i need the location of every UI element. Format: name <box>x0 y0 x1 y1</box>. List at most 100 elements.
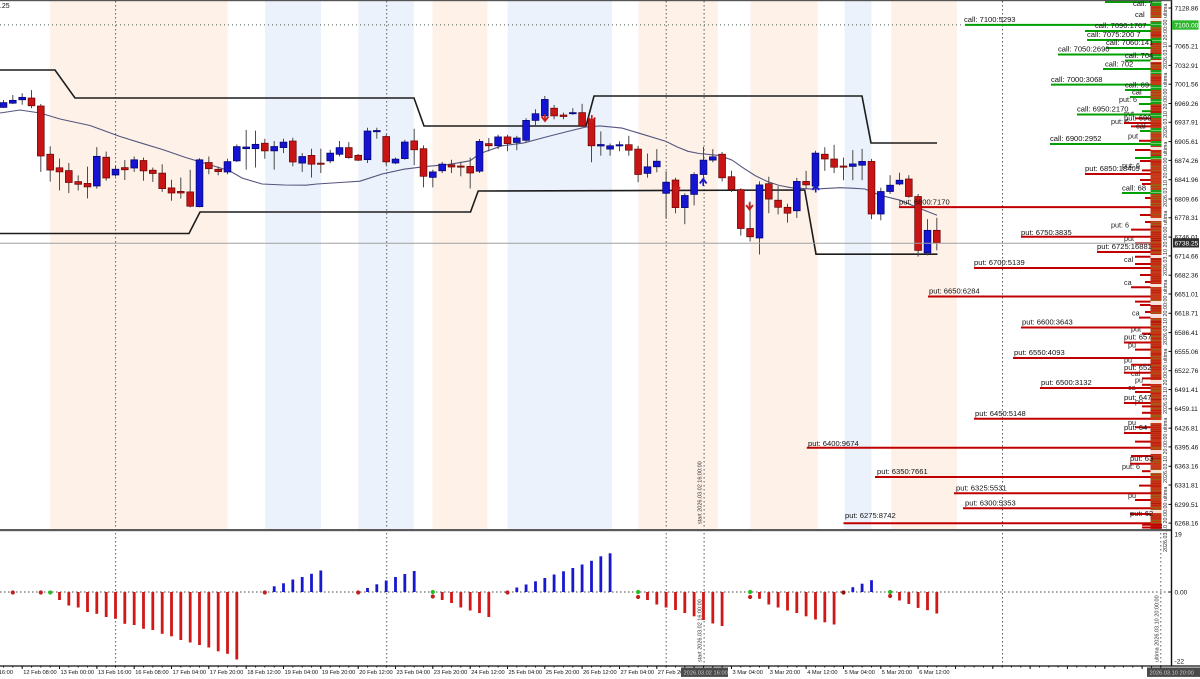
svg-text:23 Feb 20:00: 23 Feb 20:00 <box>434 670 468 676</box>
svg-text:put: 6: put: 6 <box>1111 220 1129 229</box>
svg-text:26 Feb 12:00: 26 Feb 12:00 <box>583 670 617 676</box>
svg-text:7065.21: 7065.21 <box>1175 44 1199 51</box>
svg-text:put: 6800:7170: put: 6800:7170 <box>899 197 950 206</box>
svg-text:23 Feb 04:00: 23 Feb 04:00 <box>397 670 431 676</box>
svg-text:13 Feb 00:00: 13 Feb 00:00 <box>61 670 95 676</box>
svg-text:27 Feb 20:00: 27 Feb 20:00 <box>658 670 692 676</box>
svg-text:7100.00: 7100.00 <box>1175 22 1199 29</box>
svg-text:19 Feb 04:00: 19 Feb 04:00 <box>285 670 319 676</box>
svg-text:ultima 2026.03.10 20:00:00: ultima 2026.03.10 20:00:00 <box>1155 595 1161 662</box>
svg-text:6395.46: 6395.46 <box>1175 444 1199 451</box>
svg-text:put: 652: put: 652 <box>1124 363 1151 372</box>
svg-text:put: 6325:5531: put: 6325:5531 <box>956 483 1007 492</box>
svg-text:pu: pu <box>1124 356 1132 365</box>
svg-text:ca: ca <box>1132 308 1140 317</box>
svg-text:call: 7: call: 7 <box>1133 0 1153 8</box>
svg-text:0.00: 0.00 <box>1175 589 1188 596</box>
svg-text:6841.96: 6841.96 <box>1175 177 1199 184</box>
svg-text:6809.66: 6809.66 <box>1175 196 1199 203</box>
svg-text:8.25: 8.25 <box>0 3 10 10</box>
svg-text:start 2026.03.02 16:00:00: start 2026.03.02 16:00:00 <box>698 461 704 524</box>
svg-text:6905.61: 6905.61 <box>1175 139 1199 146</box>
svg-text:cal: cal <box>1132 88 1142 97</box>
svg-text:6874.26: 6874.26 <box>1175 158 1199 165</box>
svg-text:2026.03.10 20:00: 2026.03.10 20:00 <box>1150 671 1194 677</box>
svg-text:cal: cal <box>1135 10 1145 19</box>
svg-text:2026.03.02 16:00: 2026.03.02 16:00 <box>684 671 728 677</box>
svg-text:put: 6: put: 6 <box>1122 161 1140 170</box>
svg-text:put: put <box>1131 324 1141 333</box>
svg-text:6746.01: 6746.01 <box>1175 235 1199 242</box>
svg-text:6714.66: 6714.66 <box>1175 253 1199 260</box>
svg-text:6937.91: 6937.91 <box>1175 120 1199 127</box>
svg-text:6 Mar 12:00: 6 Mar 12:00 <box>919 670 949 676</box>
svg-text:6331.81: 6331.81 <box>1175 482 1199 489</box>
svg-text:put: 62: put: 62 <box>1130 509 1153 518</box>
svg-text:6651.01: 6651.01 <box>1175 291 1199 298</box>
svg-text:2026.03.10 20:00:00 ultima: 2026.03.10 20:00:00 ultima <box>1163 142 1169 207</box>
svg-text:put: 6650:6284: put: 6650:6284 <box>929 287 980 296</box>
svg-text:call: 7050:2690: call: 7050:2690 <box>1058 45 1110 54</box>
svg-text:7032.91: 7032.91 <box>1175 63 1199 70</box>
svg-text:17 Feb 20:00: 17 Feb 20:00 <box>210 670 244 676</box>
svg-text:put: 6400:9674: put: 6400:9674 <box>808 439 859 448</box>
svg-text:2026.03.10 20:00:00 ultima: 2026.03.10 20:00:00 ultima <box>1163 487 1169 552</box>
svg-text:6491.41: 6491.41 <box>1175 387 1199 394</box>
svg-text:13 Feb 16:00: 13 Feb 16:00 <box>98 670 132 676</box>
svg-text:4 Mar 12:00: 4 Mar 12:00 <box>807 670 837 676</box>
svg-text:put: 6725:16881: put: 6725:16881 <box>1097 242 1152 251</box>
svg-text:call: 704: call: 704 <box>1125 51 1153 60</box>
svg-text:put: 63: put: 63 <box>1130 454 1153 463</box>
svg-text:put: 6300:5353: put: 6300:5353 <box>965 498 1016 507</box>
svg-text:pu: pu <box>1128 491 1136 500</box>
svg-text:17 Feb 04:00: 17 Feb 04:00 <box>173 670 207 676</box>
svg-text:put: 690: put: 690 <box>1124 113 1151 122</box>
svg-text:2026.03.10 20:00:00 ultima: 2026.03.10 20:00:00 ultima <box>1163 73 1169 138</box>
svg-text:5 Mar 04:00: 5 Mar 04:00 <box>845 670 875 676</box>
svg-text:pu: pu <box>1128 340 1136 349</box>
svg-text:ca: ca <box>1124 278 1132 287</box>
svg-text:6618.71: 6618.71 <box>1175 311 1199 318</box>
svg-text:b 16:00: b 16:00 <box>0 670 13 676</box>
svg-text:6426.81: 6426.81 <box>1175 426 1199 433</box>
svg-text:pu: pu <box>1135 397 1143 406</box>
svg-text:call: 7060:141: call: 7060:141 <box>1106 38 1153 47</box>
svg-text:start 2026.03.02 16:00:00: start 2026.03.02 16:00:00 <box>698 599 704 662</box>
svg-text:put: 6: put: 6 <box>1111 117 1129 126</box>
svg-text:put: 6450:5148: put: 6450:5148 <box>975 409 1026 418</box>
svg-text:put: put <box>1124 234 1134 243</box>
svg-text:20 Feb 12:00: 20 Feb 12:00 <box>359 670 393 676</box>
svg-text:put: 657: put: 657 <box>1124 333 1151 342</box>
svg-text:2026.03.10 20:00:00 ultima: 2026.03.10 20:00:00 ultima <box>1163 211 1169 276</box>
svg-text:2026.03.10 20:00:00 ultima: 2026.03.10 20:00:00 ultima <box>1163 349 1169 414</box>
svg-text:6459.11: 6459.11 <box>1175 406 1199 413</box>
svg-text:18 Feb 12:00: 18 Feb 12:00 <box>247 670 281 676</box>
svg-text:call: 6950:2170: call: 6950:2170 <box>1077 105 1129 114</box>
svg-text:2026.03.10 20:00:00 ultima: 2026.03.10 20:00:00 ultima <box>1163 418 1169 483</box>
svg-text:16 Feb 08:00: 16 Feb 08:00 <box>135 670 169 676</box>
svg-text:put: 6: put: 6 <box>1122 462 1140 471</box>
svg-text:3 Mar 04:00: 3 Mar 04:00 <box>733 670 763 676</box>
svg-text:put: 6275:8742: put: 6275:8742 <box>845 511 896 520</box>
svg-text:call: 7000:3068: call: 7000:3068 <box>1051 75 1103 84</box>
svg-text:27 Feb 04:00: 27 Feb 04:00 <box>621 670 655 676</box>
svg-text:7128.86: 7128.86 <box>1175 5 1199 12</box>
svg-text:call: 7075:200 7: call: 7075:200 7 <box>1087 30 1141 39</box>
svg-text:put: 647: put: 647 <box>1124 393 1151 402</box>
svg-text:put: 6850:18409: put: 6850:18409 <box>1085 164 1140 173</box>
svg-text:put: put <box>1128 132 1138 141</box>
svg-text:19 Feb 20:00: 19 Feb 20:00 <box>322 670 356 676</box>
svg-text:pu: pu <box>1128 418 1136 427</box>
svg-text:6738.25: 6738.25 <box>1175 240 1199 247</box>
svg-text:call: 702: call: 702 <box>1105 59 1133 68</box>
svg-text:12 Feb 08:00: 12 Feb 08:00 <box>23 670 57 676</box>
svg-text:call: 69: call: 69 <box>1125 81 1149 90</box>
svg-text:call: 6900:2952: call: 6900:2952 <box>1050 134 1102 143</box>
svg-text:19: 19 <box>1175 532 1183 539</box>
svg-text:6682.36: 6682.36 <box>1175 273 1199 280</box>
svg-text:25 Feb 04:00: 25 Feb 04:00 <box>509 670 543 676</box>
svg-text:24 Feb 12:00: 24 Feb 12:00 <box>471 670 505 676</box>
svg-text:5 Mar 20:00: 5 Mar 20:00 <box>882 670 912 676</box>
svg-text:put: 6350:7661: put: 6350:7661 <box>877 467 928 476</box>
svg-text:6969.26: 6969.26 <box>1175 101 1199 108</box>
